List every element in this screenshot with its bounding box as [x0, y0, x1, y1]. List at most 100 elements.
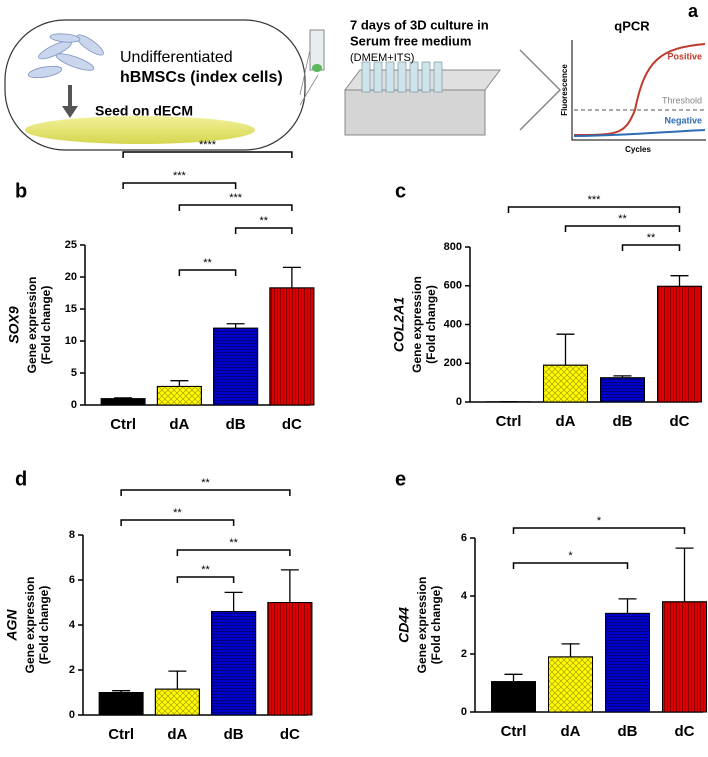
significance-bracket: [120, 519, 235, 526]
x-tick-label: dC: [675, 723, 695, 740]
label: Undifferentiated: [120, 49, 233, 66]
x-tick-label: dA: [561, 723, 581, 740]
significance-label: ***: [229, 192, 243, 204]
significance-label: ***: [588, 194, 602, 206]
x-tick-label: Ctrl: [108, 726, 134, 743]
significance-bracket: [122, 182, 237, 189]
y-tick-label: 2: [69, 664, 75, 676]
significance-bracket: [178, 204, 293, 211]
positive-curve: [573, 43, 706, 136]
significance-label: **: [173, 507, 182, 519]
y-tick-label: 2: [461, 648, 467, 660]
y-tick-label: 20: [65, 271, 77, 283]
y-tick-label: 10: [65, 335, 77, 347]
plate: [344, 89, 486, 136]
label: (DMEM+ITS): [350, 52, 414, 64]
bar: [98, 692, 144, 716]
panel-letter: b: [15, 180, 27, 202]
ecm: [25, 116, 255, 144]
y-axis-label: (Fold change): [424, 285, 438, 364]
bar: [100, 398, 146, 406]
y-tick-label: 200: [444, 357, 462, 369]
label: Positive: [667, 51, 702, 61]
y-tick-label: 8: [69, 529, 75, 541]
x-tick-label: Ctrl: [110, 416, 136, 433]
x-tick-label: dC: [670, 413, 690, 430]
significance-label: *: [568, 550, 573, 562]
x-tick-label: dC: [282, 416, 302, 433]
y-axis-label: (Fold change): [37, 586, 51, 665]
significance-label: ***: [173, 170, 187, 182]
label: Negative: [664, 115, 702, 125]
significance-bracket: [512, 527, 686, 534]
bar: [491, 681, 536, 713]
significance-label: **: [201, 564, 210, 576]
x-tick-label: dA: [556, 413, 576, 430]
bar-pattern: [605, 612, 650, 713]
y-tick-label: 400: [444, 318, 462, 330]
significance-label: ****: [199, 139, 217, 151]
x-tick-label: dC: [280, 726, 300, 743]
x-tick-label: dB: [226, 416, 246, 433]
panel-letter: e: [395, 468, 406, 490]
bar-pattern: [156, 385, 202, 406]
y-axis-label: Gene expression: [25, 277, 39, 374]
panel-letter: d: [15, 468, 27, 490]
chart-panel: e CD44 Gene expression (Fold change) 0 2 4 6 Ctr…: [395, 468, 707, 740]
panel-letter: c: [395, 180, 406, 202]
significance-label: **: [647, 232, 656, 244]
y-tick-label: 4: [69, 619, 76, 631]
significance-label: **: [203, 257, 212, 269]
y-tick-label: 25: [65, 239, 77, 251]
chart-panel: d AGN Gene expression (Fold change) 0 2 4 6 8 Ctr…: [4, 468, 313, 743]
chart-panel: c COL2A1 Gene expression (Fold change) 0 200 4…: [391, 180, 702, 430]
x-tick-label: dA: [167, 726, 187, 743]
bar-pattern: [543, 364, 588, 403]
label: 7 days of 3D culture in: [350, 17, 489, 32]
significance-bracket: [512, 562, 629, 569]
significance-label: **: [618, 213, 627, 225]
y-tick-label: 600: [444, 280, 462, 292]
cells: [27, 33, 104, 79]
y-tick-label: 0: [456, 396, 462, 408]
label: qPCR: [614, 18, 650, 33]
gene-label: COL2A1: [391, 297, 407, 352]
label: Serum free medium: [350, 33, 471, 48]
y-tick-label: 0: [71, 399, 77, 411]
gene-label: SOX9: [6, 306, 22, 344]
label: Fluorescence: [560, 64, 569, 116]
significance-bracket: [621, 244, 681, 251]
y-axis-label: Gene expression: [415, 577, 429, 674]
y-tick-label: 800: [444, 241, 462, 253]
significance-bracket: [120, 489, 291, 496]
label: Threshold: [662, 95, 702, 105]
bar-pattern: [269, 287, 315, 406]
x-tick-label: dA: [169, 416, 189, 433]
chevron: [519, 49, 562, 131]
y-axis-label: (Fold change): [39, 286, 53, 365]
significance-label: **: [259, 215, 268, 227]
gene-label: CD44: [396, 607, 412, 643]
label: hBMSCs (index cells): [120, 69, 283, 86]
x-tick-label: dB: [613, 413, 633, 430]
y-tick-label: 6: [69, 574, 75, 586]
y-axis-label: (Fold change): [429, 586, 443, 665]
x-tick-label: dB: [618, 723, 638, 740]
x-tick-label: Ctrl: [501, 723, 527, 740]
bar-pattern: [154, 688, 200, 716]
schematic: a Undifferentiated hBMSCs (index cells) …: [4, 1, 706, 154]
significance-label: **: [201, 477, 210, 489]
significance-bracket: [122, 151, 293, 158]
tubes: [361, 61, 443, 93]
zoom-lines: [299, 49, 319, 106]
bar-pattern: [600, 377, 645, 403]
tube-cells: [312, 64, 322, 72]
bar-pattern: [267, 602, 313, 716]
y-tick-label: 0: [461, 706, 467, 718]
qpcr-axes: [571, 40, 706, 141]
x-tick-label: dB: [224, 726, 244, 743]
y-axis-label: Gene expression: [23, 577, 37, 674]
y-axis-label: Gene expression: [410, 276, 424, 373]
significance-bracket: [507, 206, 681, 213]
y-tick-label: 0: [69, 709, 75, 721]
